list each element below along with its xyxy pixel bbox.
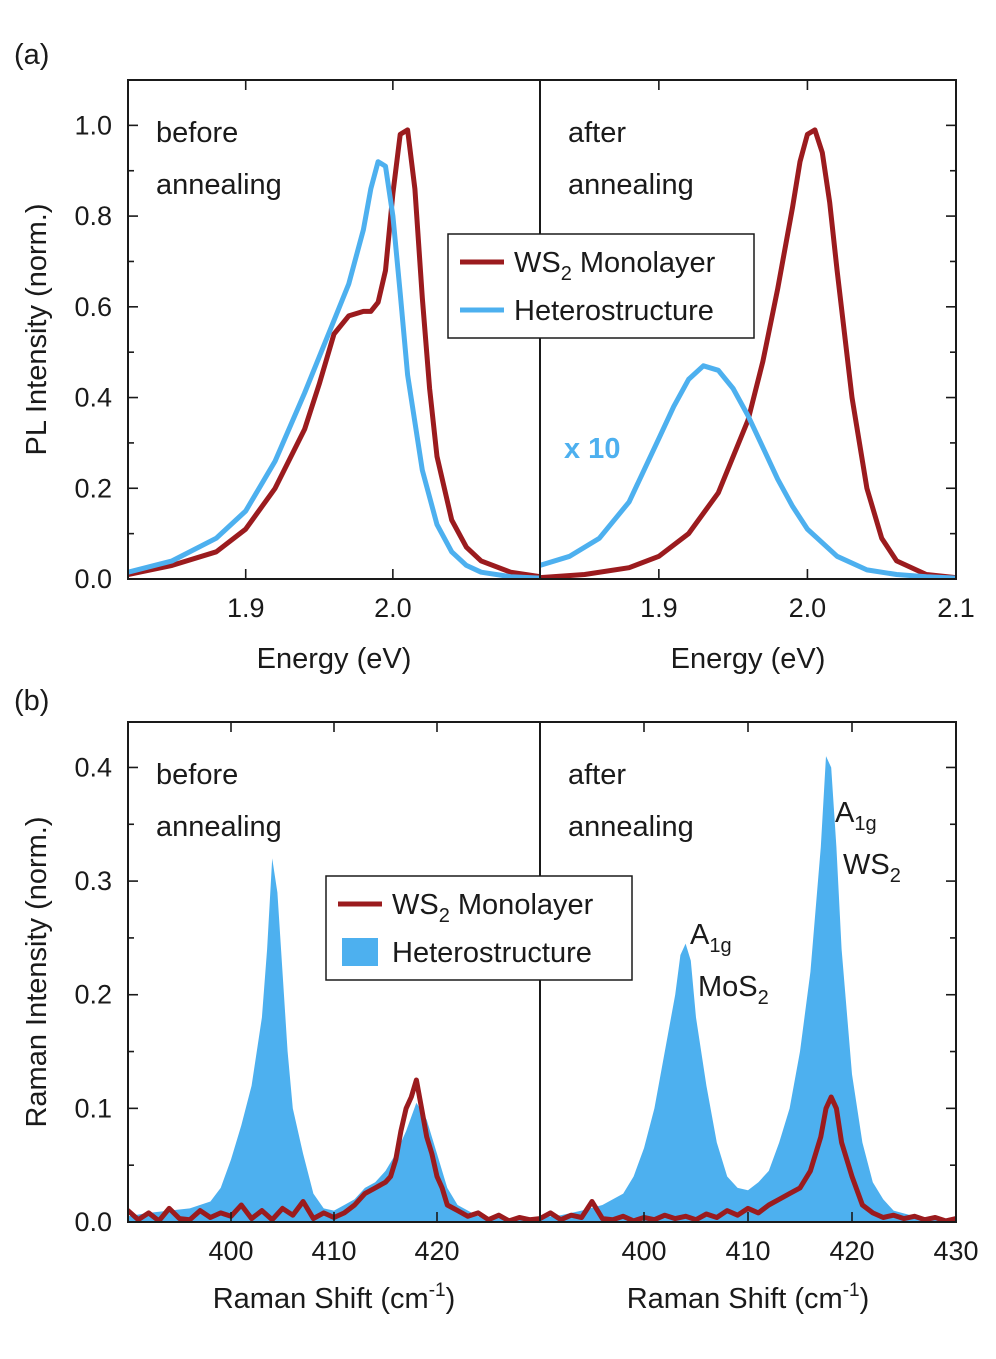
xlabel-main: Raman Shift (cm (213, 1283, 429, 1315)
panel-b-ytick-label: 0.3 (74, 866, 112, 896)
panel-b-sub2-xtick-label: 400 (621, 1236, 666, 1266)
panel-b-sub2-peak-label-1-mode: A1g (690, 919, 732, 957)
panel-b-x-axis-label-right: Raman Shift (cm-1) (627, 1280, 870, 1315)
panel-b-ytick-label: 0.2 (74, 980, 112, 1010)
xlabel-end: ) (860, 1283, 870, 1315)
panel-b-sub2-peak-label-1-mode-main: A (690, 919, 710, 951)
panel-a-ytick-label: 0.0 (74, 564, 112, 594)
panel-a-sub1-annotation-line2: annealing (156, 169, 282, 201)
panel-a-sub1-xtick-label: 1.9 (227, 593, 265, 623)
panel-b-legend-ws2-label-sub: 2 (439, 905, 450, 927)
panel-b-ytick-label: 0.1 (74, 1093, 112, 1123)
xlabel-sup: -1 (843, 1280, 860, 1301)
panel-a-sub2-xtick-label: 2.0 (789, 593, 827, 623)
panel-b-sub2-peak-label-2-mode: A1g (835, 797, 877, 835)
panel-a-sub1-series-hetero-line (128, 159, 540, 579)
panel-b-sub2-peak-label-1-mode-sub: 1g (709, 935, 731, 957)
xlabel-sup: -1 (429, 1280, 446, 1301)
panel-b-sub2-peak-label-2-material-main: WS (843, 849, 890, 881)
panel-b-legend-ws2-label-rest: Monolayer (450, 889, 594, 921)
panel-b-sub1-series-ws2-line (128, 1077, 540, 1222)
panel-a-frame (127, 79, 957, 580)
panel-b-label: (b) (14, 685, 49, 717)
panel-b-sub1-xtick-label: 420 (414, 1236, 459, 1266)
panel-a-sub2-xtick-label: 2.1 (937, 593, 975, 623)
panel-b-y-axis-label: Raman Intensity (norm.) (21, 816, 53, 1127)
panel-b-legend-ws2-label: WS2 Monolayer (392, 889, 594, 927)
panel-b-sub2-peak-label-1-material-main: MoS (698, 971, 758, 1003)
panel-b-sub2-peak-label-1-material: MoS2 (698, 971, 769, 1009)
panel-a-legend-ws2-label: WS2 Monolayer (514, 247, 716, 285)
panel-b-sub2-peak-label-2-mode-sub: 1g (854, 813, 876, 835)
panel-b-legend-hetero-swatch (342, 938, 378, 966)
panel-b-sub2-xtick-label: 420 (829, 1236, 874, 1266)
panel-b-sub2-peak-label-1-material-sub: 2 (758, 987, 769, 1009)
panel-a-sub2-annotation-line2: annealing (568, 169, 694, 201)
panel-b-sub2-annotation-line1: after (568, 759, 626, 791)
panel-b-sub1-xtick-label: 400 (208, 1236, 253, 1266)
panel-b-sub2-peak-label-2-material-sub: 2 (890, 865, 901, 887)
panel-b-sub2-peak-label-2-material: WS2 (843, 849, 901, 887)
panel-b-sub2-annotation-line2: annealing (568, 811, 694, 843)
panel-b-sub2-xtick-label: 410 (725, 1236, 770, 1266)
panel-a-sub1-series-ws2-line (128, 127, 540, 579)
panel-b-ytick-label: 0.0 (74, 1207, 112, 1237)
panel-b-legend-ws2-label-main: WS (392, 889, 439, 921)
panel-b-sub2-xtick-label: 430 (933, 1236, 978, 1266)
panel-a-sub2-xtick-label: 1.9 (640, 593, 678, 623)
panel-b-sub1-annotation-line1: before (156, 759, 238, 791)
panel-b-x-axis-label-left: Raman Shift (cm-1) (213, 1280, 456, 1315)
panel-a-legend-ws2-label-rest: Monolayer (572, 247, 716, 279)
panel-a-sub2-series-group (540, 127, 956, 579)
panel-b-sub1-xtick-label: 410 (311, 1236, 356, 1266)
panel-a-ytick-label: 1.0 (74, 110, 112, 140)
panel-a-sub1-series-group (128, 127, 540, 579)
panel-a-sub1-xtick-label: 2.0 (374, 593, 412, 623)
xlabel-main: Raman Shift (cm (627, 1283, 843, 1315)
panel-a-sub1-annotation-line1: before (156, 117, 238, 149)
panel-b-sub2-series-ws2-line (540, 1094, 956, 1222)
panel-a-sub2-annotation-line1: after (568, 117, 626, 149)
panel-b-sub2-series-hetero-area (540, 756, 956, 1222)
panel-a-legend-ws2-label-main: WS (514, 247, 561, 279)
panel-a-ytick-label: 0.8 (74, 201, 112, 231)
panel-a-ytick-label: 0.2 (74, 473, 112, 503)
panel-b-ytick-label: 0.4 (74, 752, 112, 782)
panel-a-sub2-series-ws2-line (540, 127, 956, 579)
panel-b-legend: WS2 Monolayer Heterostructure (325, 875, 633, 981)
panel-a-legend-hetero-label: Heterostructure (514, 295, 714, 327)
panel-b-sub1-annotation-line2: annealing (156, 811, 282, 843)
panel-a-legend-box (447, 233, 755, 339)
panel-a-sub2-series-hetero-line (540, 363, 956, 579)
panel-a-plot: PL Intensity (norm.) 0.0 0.2 0.4 0.6 0.8 1.0 1.… (21, 79, 975, 675)
panel-a-ytick-label: 0.6 (74, 292, 112, 322)
panel-a-x-axis-label-left: Energy (eV) (257, 643, 412, 675)
panel-b-plot: Raman Intensity (norm.) 0.0 0.1 0.2 0.3 0.4 40… (21, 721, 979, 1315)
panel-b-sub2-series-group (540, 756, 956, 1222)
panel-a-ytick-label: 0.4 (74, 383, 112, 413)
panel-b-frame (127, 721, 957, 1223)
panel-b-sub2-peak-label-2-mode-main: A (835, 797, 855, 829)
panel-a-y-axis-label: PL Intensity (norm.) (21, 204, 53, 456)
panel-a-label: (a) (14, 39, 49, 71)
xlabel-end: ) (446, 1283, 456, 1315)
panel-a-legend: WS2 Monolayer Heterostructure (447, 233, 755, 339)
panel-b-sub1-series-group (128, 858, 540, 1222)
panel-a-legend-ws2-label-sub: 2 (561, 263, 572, 285)
panel-a-sub2-multiplier-label: x 10 (564, 433, 620, 465)
panel-b-legend-hetero-label: Heterostructure (392, 937, 592, 969)
panel-a-x-axis-label-right: Energy (eV) (671, 643, 826, 675)
